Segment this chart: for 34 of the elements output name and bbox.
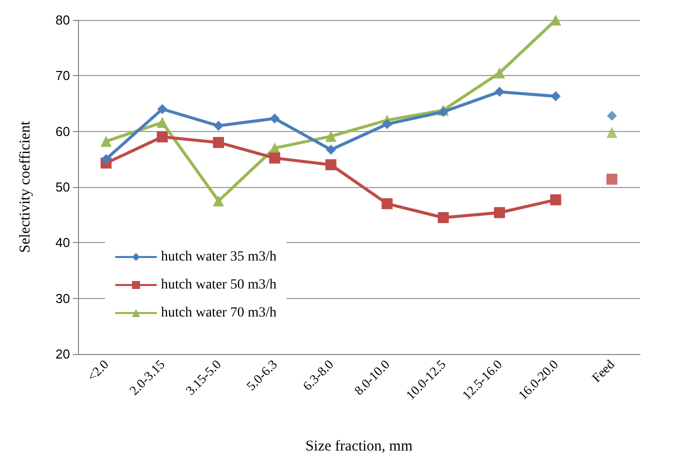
point — [156, 131, 168, 142]
y-tick-label: 30 — [56, 290, 70, 306]
x-axis-title: Size fraction, mm — [305, 438, 413, 454]
x-tick-label: <2.0 — [84, 356, 112, 384]
point — [325, 130, 336, 142]
point — [213, 195, 224, 206]
point — [325, 159, 336, 170]
point — [269, 152, 280, 164]
point — [156, 116, 168, 128]
point — [214, 120, 224, 131]
point — [270, 114, 280, 124]
point — [550, 194, 562, 206]
point — [494, 86, 504, 97]
y-tick-label: 80 — [56, 12, 70, 28]
point — [157, 104, 168, 114]
y-tick-label: 60 — [56, 124, 70, 139]
legend-label: hutch water 50 m3/h — [161, 278, 276, 292]
point — [382, 198, 393, 210]
point — [101, 154, 112, 164]
point — [438, 212, 449, 224]
legend-label: hutch water 70 m3/h — [161, 306, 276, 320]
y-axis-title: Selectivity coefficient — [18, 120, 34, 253]
point — [326, 144, 336, 155]
point — [550, 91, 561, 102]
point — [494, 207, 505, 218]
y-tick-label: 40 — [56, 235, 70, 250]
point — [382, 119, 392, 130]
y-tick-label: 70 — [56, 68, 70, 84]
point — [213, 136, 224, 148]
y-tick-label: 20 — [56, 346, 70, 362]
point — [100, 136, 112, 147]
legend-label: hutch water 35 m3/h — [161, 250, 276, 264]
point — [494, 67, 505, 78]
y-tick-label: 50 — [56, 180, 70, 194]
